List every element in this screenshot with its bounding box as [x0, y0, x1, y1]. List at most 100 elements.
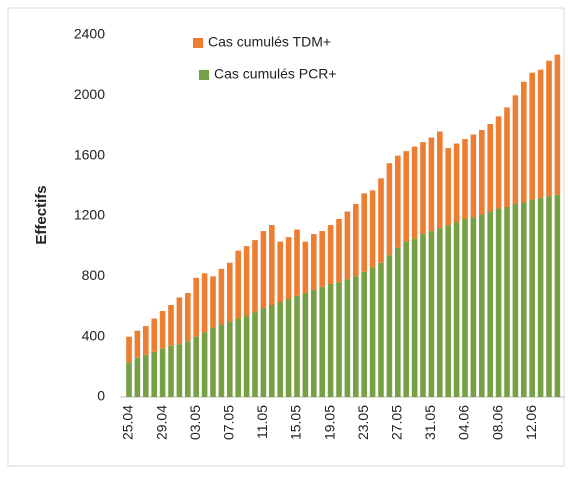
- bar-segment: [336, 219, 342, 283]
- bar-segment: [176, 297, 183, 345]
- bar-segment: [453, 222, 460, 397]
- y-tick-label: 800: [82, 267, 106, 283]
- bar-segment: [420, 234, 426, 397]
- bar-segment: [168, 304, 174, 346]
- bar-segment: [487, 211, 493, 397]
- bar-segment: [151, 351, 157, 397]
- y-tick-label: 400: [82, 327, 106, 343]
- bar-segment: [428, 137, 435, 232]
- bar-segment: [201, 332, 208, 397]
- bar-segment: [302, 241, 309, 293]
- bar-segment: [260, 308, 267, 397]
- bar-segment: [193, 336, 199, 397]
- bar-segment: [529, 72, 535, 200]
- x-tick-label: 07.05: [221, 405, 237, 440]
- bar-segment: [227, 262, 233, 322]
- bar-segment: [512, 203, 519, 397]
- y-axis-label: Effectifs: [33, 185, 50, 244]
- bar-segment: [260, 231, 267, 309]
- bar-segment: [193, 277, 199, 337]
- legend-swatch: [199, 70, 209, 80]
- x-tick-label: 19.05: [321, 405, 337, 440]
- bar-segment: [218, 324, 225, 397]
- bar-segment: [353, 203, 359, 277]
- bar-segment: [218, 268, 225, 325]
- bar-segment: [470, 217, 477, 397]
- bar-segment: [168, 345, 174, 397]
- x-tick-label: 23.05: [355, 405, 371, 440]
- bar-segment: [445, 225, 451, 397]
- bar-segment: [428, 231, 435, 397]
- bar-segment: [294, 295, 300, 397]
- bar-segment: [504, 206, 510, 397]
- bar-segment: [411, 238, 418, 397]
- bar-segment: [159, 311, 166, 349]
- bar-segment: [285, 298, 292, 397]
- bar-segment: [126, 336, 132, 363]
- bar-segment: [420, 142, 426, 235]
- bar-segment: [386, 255, 393, 397]
- x-tick-label: 15.05: [288, 405, 304, 440]
- bar-segment: [235, 318, 241, 397]
- bar-segment: [344, 279, 351, 397]
- bar-segment: [537, 69, 544, 198]
- bar-segment: [453, 143, 460, 223]
- bar-segment: [546, 60, 552, 197]
- y-tick-label: 0: [97, 388, 105, 404]
- bar-segment: [143, 326, 149, 355]
- x-tick-label: 12.06: [523, 405, 539, 440]
- bar-segment: [210, 276, 216, 328]
- bar-segment: [487, 123, 493, 212]
- bar-segment: [462, 219, 468, 397]
- bar-segment: [252, 240, 258, 313]
- bar-segment: [521, 202, 527, 397]
- bar-segment: [327, 225, 334, 284]
- legend-label: Cas cumulés TDM+: [208, 34, 331, 50]
- bar-segment: [243, 246, 250, 316]
- bar-segment: [403, 241, 409, 397]
- bar-segment: [361, 271, 367, 397]
- y-tick-label: 1600: [74, 146, 105, 162]
- bar-segment: [437, 228, 443, 397]
- bar-segment: [311, 234, 317, 290]
- bar-segment: [479, 214, 485, 397]
- bar-segment: [302, 292, 309, 397]
- bar-segment: [134, 330, 141, 358]
- bar-segment: [336, 282, 342, 397]
- bar-segment: [151, 318, 157, 352]
- bar-segment: [512, 95, 519, 204]
- bar-segment: [369, 267, 376, 397]
- bar-segment: [529, 199, 535, 397]
- x-tick-label: 08.06: [489, 405, 505, 440]
- bar-segment: [252, 312, 258, 397]
- bar-segment: [201, 273, 208, 333]
- x-tick-label: 25.04: [120, 405, 136, 440]
- bar-segment: [277, 241, 283, 302]
- bar-segment: [437, 131, 443, 229]
- x-tick-label: 11.05: [254, 405, 270, 439]
- y-tick-label: 2000: [74, 86, 105, 102]
- bar-segment: [361, 193, 367, 272]
- legend-swatch: [193, 38, 203, 48]
- bar-segment: [479, 130, 485, 215]
- bar-segment: [395, 155, 401, 248]
- legend-label: Cas cumulés PCR+: [214, 66, 337, 82]
- bar-segment: [235, 250, 241, 319]
- bar-segment: [319, 231, 325, 287]
- bar-segment: [495, 116, 502, 209]
- bar-segment: [470, 134, 477, 218]
- bar-segment: [185, 292, 191, 342]
- bar-segment: [185, 341, 191, 397]
- bar-segment: [403, 151, 409, 242]
- x-tick-label: 31.05: [422, 405, 438, 440]
- x-tick-label: 27.05: [389, 405, 405, 440]
- bar-segment: [445, 148, 451, 226]
- bar-segment: [546, 196, 552, 397]
- bar-segment: [285, 237, 292, 299]
- bar-segment: [411, 146, 418, 239]
- bar-segment: [277, 301, 283, 397]
- bar-segment: [554, 194, 561, 397]
- bar-segment: [353, 276, 359, 397]
- bar-segment: [227, 321, 233, 397]
